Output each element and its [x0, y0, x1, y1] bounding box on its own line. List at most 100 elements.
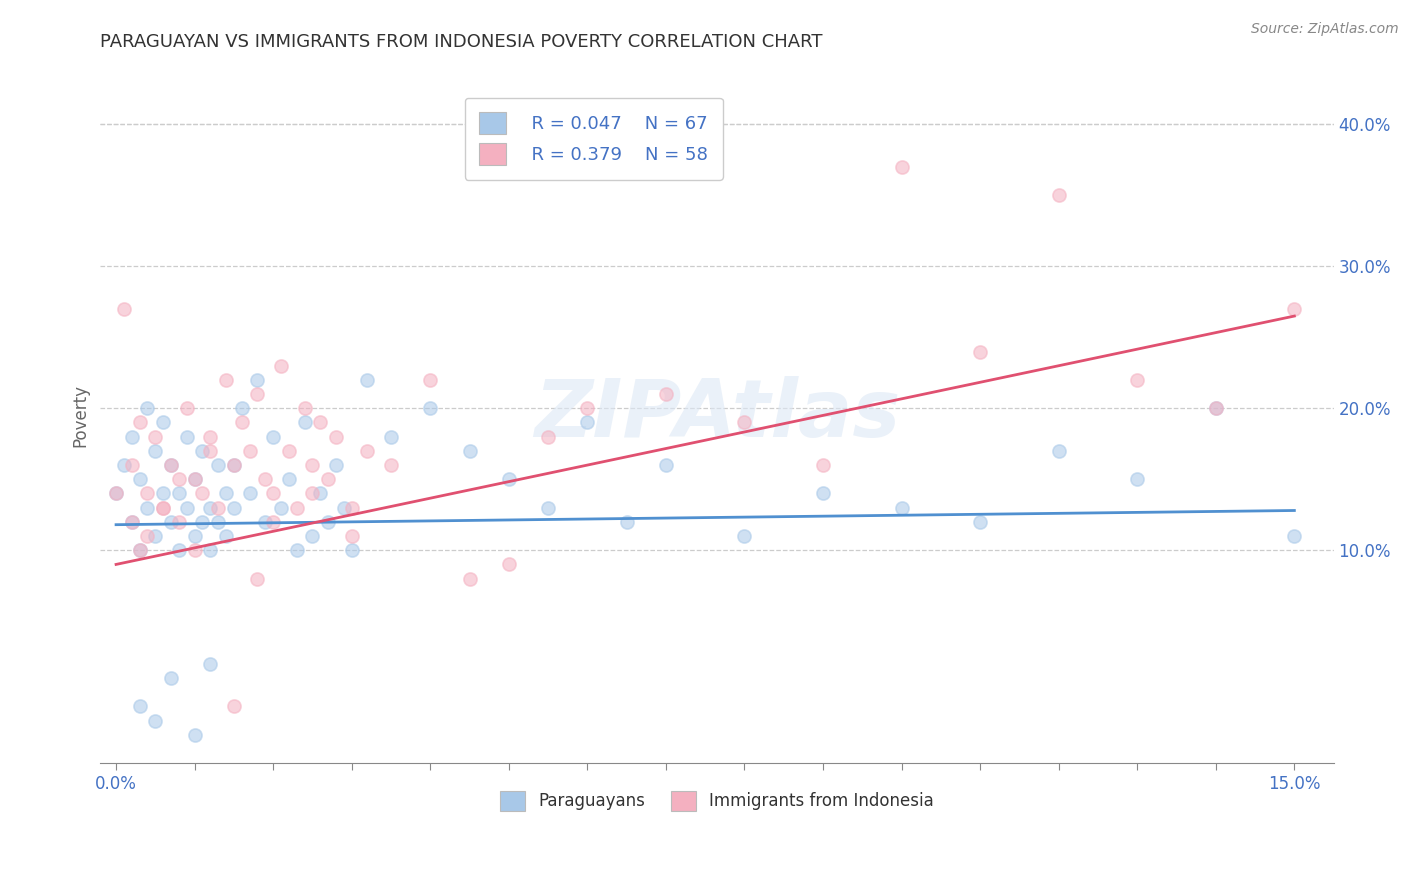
Point	[160, 458, 183, 472]
Point	[301, 486, 323, 500]
Point	[734, 529, 756, 543]
Point	[176, 500, 198, 515]
Text: Source: ZipAtlas.com: Source: ZipAtlas.com	[1251, 22, 1399, 37]
Point	[183, 529, 205, 543]
Point	[316, 515, 339, 529]
Point	[890, 500, 912, 515]
Point	[167, 543, 190, 558]
Point	[152, 500, 174, 515]
Point	[285, 500, 308, 515]
Point	[136, 500, 159, 515]
Point	[969, 515, 991, 529]
Point	[200, 443, 222, 458]
Point	[316, 472, 339, 486]
Y-axis label: Poverty: Poverty	[72, 384, 89, 447]
Point	[207, 458, 229, 472]
Text: ZIPAtlas: ZIPAtlas	[534, 376, 900, 454]
Point	[200, 543, 222, 558]
Point	[246, 387, 269, 401]
Point	[136, 486, 159, 500]
Point	[105, 486, 128, 500]
Point	[419, 401, 441, 416]
Point	[340, 500, 363, 515]
Point	[356, 373, 378, 387]
Point	[121, 430, 143, 444]
Point	[105, 486, 128, 500]
Point	[333, 500, 356, 515]
Point	[1205, 401, 1227, 416]
Point	[262, 430, 284, 444]
Point	[380, 430, 402, 444]
Point	[160, 671, 183, 685]
Point	[340, 543, 363, 558]
Point	[128, 472, 150, 486]
Point	[167, 486, 190, 500]
Point	[890, 160, 912, 174]
Legend: Paraguayans, Immigrants from Indonesia: Paraguayans, Immigrants from Indonesia	[486, 777, 948, 824]
Point	[200, 500, 222, 515]
Point	[136, 529, 159, 543]
Point	[811, 458, 834, 472]
Point	[222, 458, 245, 472]
Text: PARAGUAYAN VS IMMIGRANTS FROM INDONESIA POVERTY CORRELATION CHART: PARAGUAYAN VS IMMIGRANTS FROM INDONESIA …	[100, 33, 823, 51]
Point	[655, 458, 678, 472]
Point	[301, 458, 323, 472]
Point	[143, 430, 166, 444]
Point	[128, 699, 150, 714]
Point	[576, 416, 599, 430]
Point	[309, 486, 332, 500]
Point	[183, 472, 205, 486]
Point	[356, 443, 378, 458]
Point	[537, 500, 560, 515]
Point	[576, 401, 599, 416]
Point	[191, 515, 214, 529]
Point	[239, 443, 262, 458]
Point	[277, 443, 299, 458]
Point	[325, 430, 347, 444]
Point	[537, 430, 560, 444]
Point	[655, 387, 678, 401]
Point	[183, 728, 205, 742]
Point	[191, 486, 214, 500]
Point	[160, 458, 183, 472]
Point	[222, 458, 245, 472]
Point	[215, 486, 238, 500]
Point	[498, 558, 520, 572]
Point	[121, 515, 143, 529]
Point	[270, 359, 292, 373]
Point	[1126, 472, 1149, 486]
Point	[112, 458, 135, 472]
Point	[734, 416, 756, 430]
Point	[160, 515, 183, 529]
Point	[200, 657, 222, 671]
Point	[207, 515, 229, 529]
Point	[254, 515, 277, 529]
Point	[222, 500, 245, 515]
Point	[1126, 373, 1149, 387]
Point	[285, 543, 308, 558]
Point	[207, 500, 229, 515]
Point	[458, 443, 481, 458]
Point	[294, 401, 316, 416]
Point	[254, 472, 277, 486]
Point	[191, 443, 214, 458]
Point	[340, 529, 363, 543]
Point	[419, 373, 441, 387]
Point	[262, 515, 284, 529]
Point	[458, 572, 481, 586]
Point	[121, 458, 143, 472]
Point	[246, 572, 269, 586]
Point	[616, 515, 638, 529]
Point	[222, 699, 245, 714]
Point	[231, 401, 253, 416]
Point	[128, 543, 150, 558]
Point	[811, 486, 834, 500]
Point	[1205, 401, 1227, 416]
Point	[301, 529, 323, 543]
Point	[136, 401, 159, 416]
Point	[167, 515, 190, 529]
Point	[176, 401, 198, 416]
Point	[262, 486, 284, 500]
Point	[128, 543, 150, 558]
Point	[294, 416, 316, 430]
